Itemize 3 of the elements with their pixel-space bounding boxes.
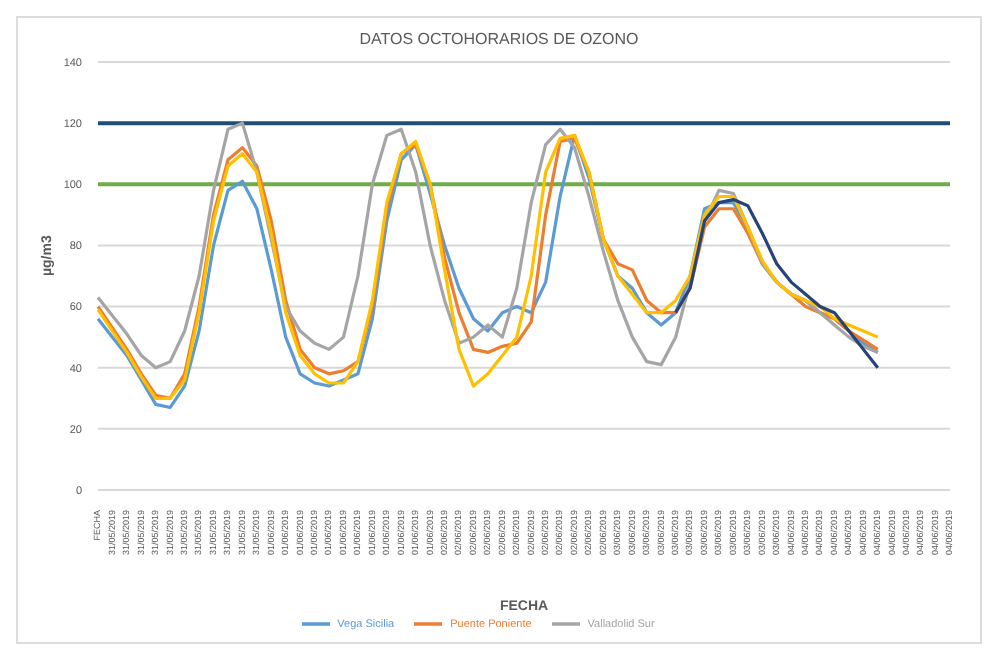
chart-title: DATOS OCTOHORARIOS DE OZONO [357, 28, 641, 52]
line-series [674, 197, 880, 370]
line-series [96, 121, 880, 370]
